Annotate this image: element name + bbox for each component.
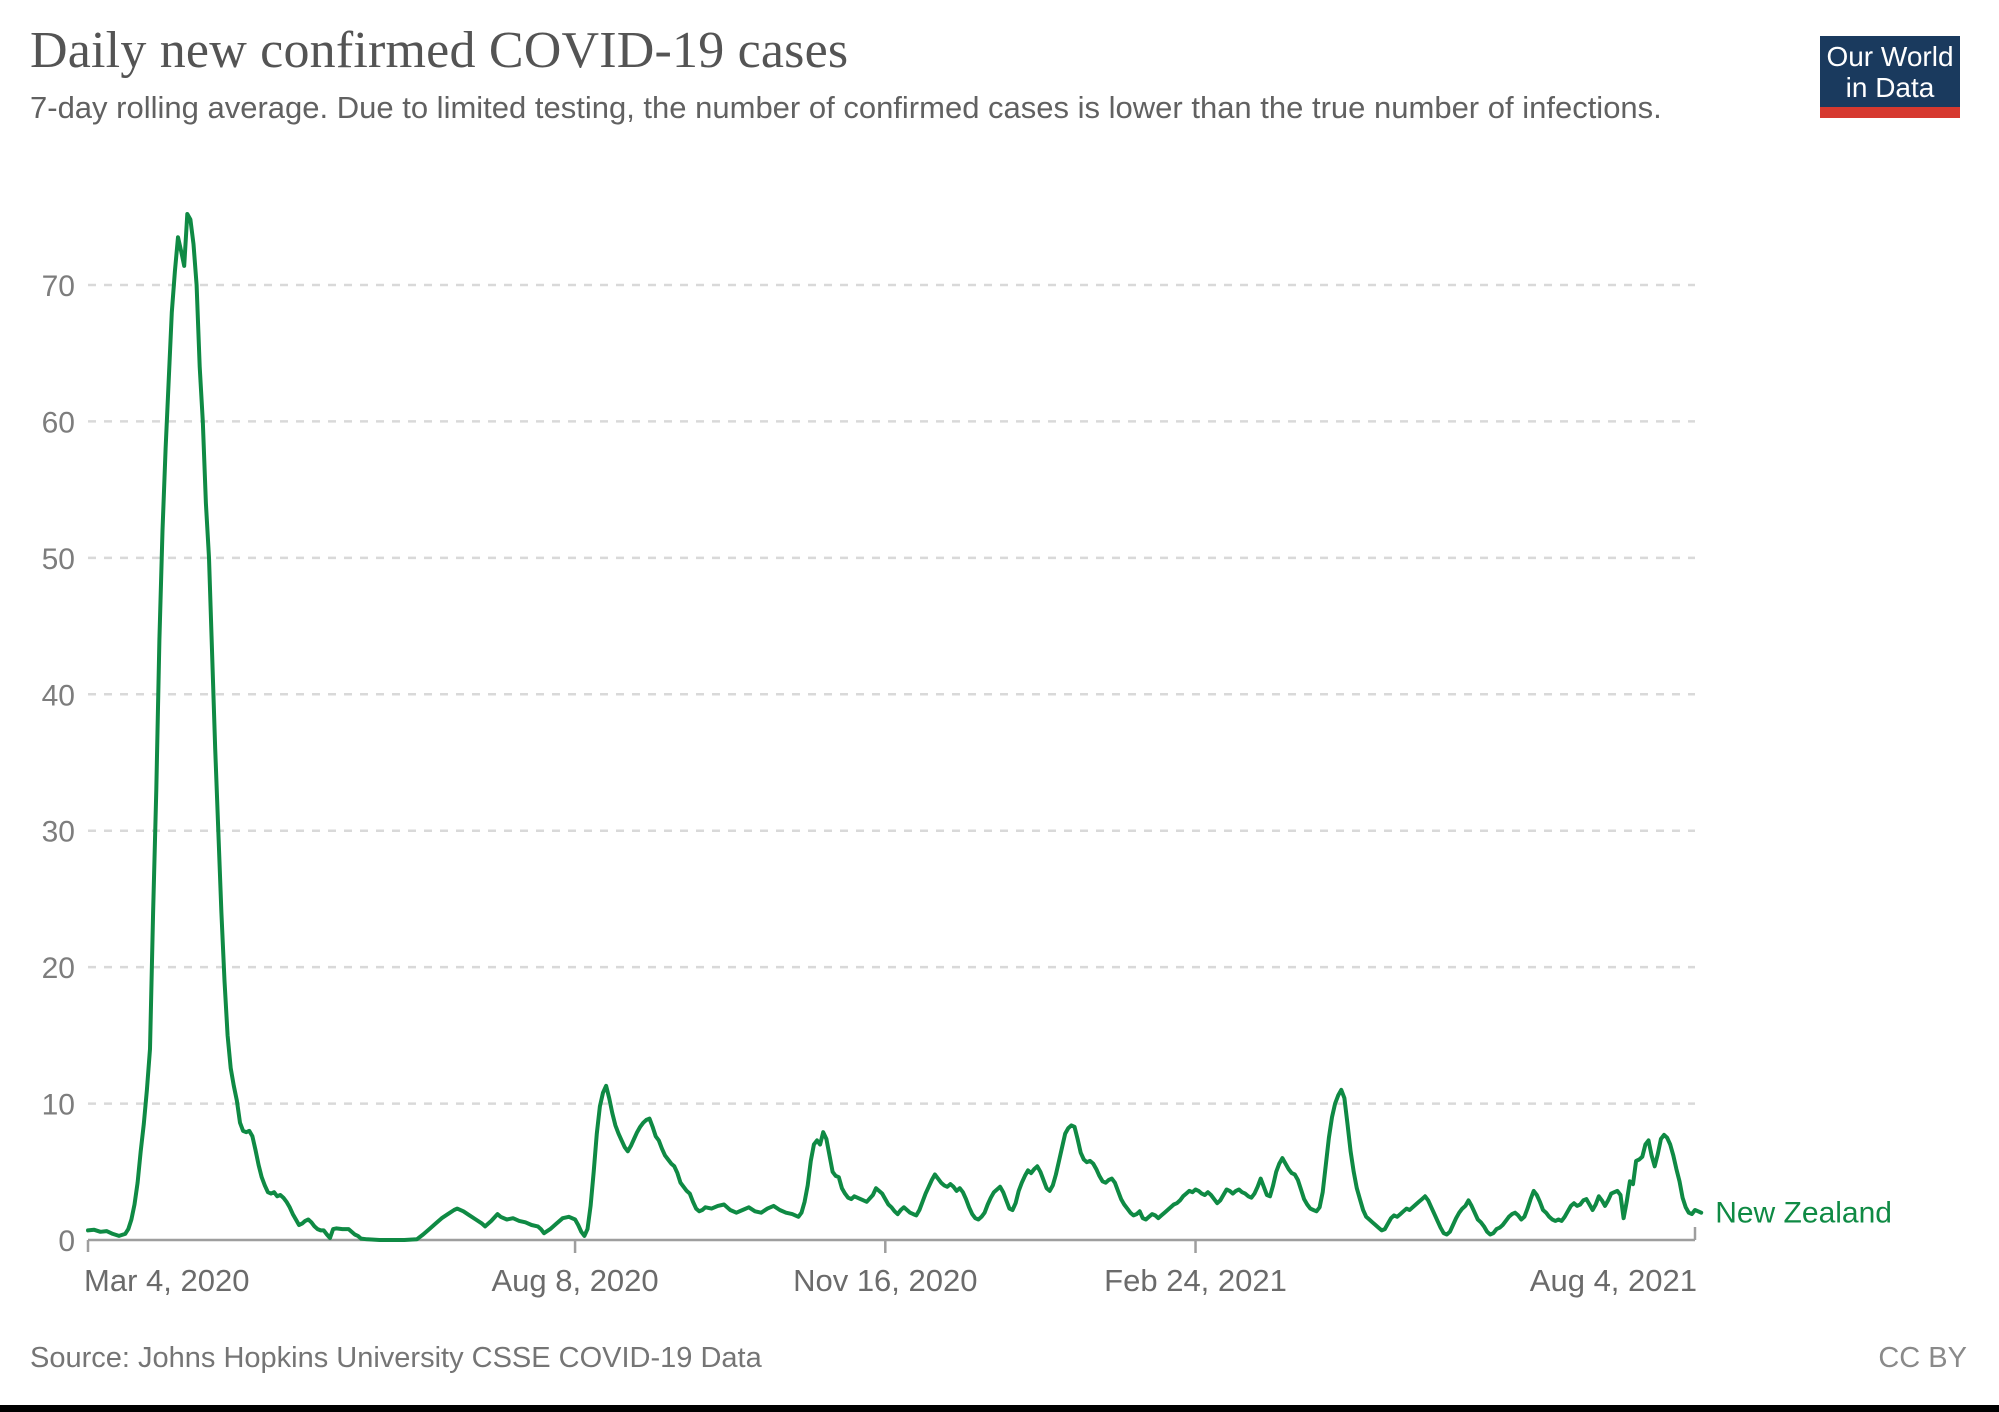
y-axis-label-0: 0 <box>58 1225 75 1258</box>
x-axis-label-4: Aug 4, 2021 <box>1530 1263 1697 1298</box>
page-title: Daily new confirmed COVID-19 cases <box>30 22 849 79</box>
source-text: Source: Johns Hopkins University CSSE CO… <box>30 1342 762 1374</box>
series-line-new-zealand <box>86 212 1704 1242</box>
x-axis-label-2: Nov 16, 2020 <box>793 1263 977 1298</box>
owid-logo: Our World in Data <box>1820 36 1960 118</box>
y-axis-label-30: 30 <box>42 816 75 849</box>
x-axis-label-3: Feb 24, 2021 <box>1104 1263 1287 1298</box>
x-axis-label-1: Aug 8, 2020 <box>491 1263 658 1298</box>
y-axis-label-70: 70 <box>42 270 75 303</box>
owid-logo-line1: Our World <box>1826 40 1954 72</box>
y-axis-label-10: 10 <box>42 1089 75 1122</box>
bottom-black-bar <box>0 1405 1999 1412</box>
owid-logo-line2: in Data <box>1845 71 1935 103</box>
y-axis-label-20: 20 <box>42 952 75 985</box>
page-subtitle: 7-day rolling average. Due to limited te… <box>30 90 1662 125</box>
owid-logo-box: Our World in Data <box>1820 36 1960 107</box>
y-axis-label-50: 50 <box>42 543 75 576</box>
x-axis-label-0: Mar 4, 2020 <box>84 1263 249 1298</box>
y-axis-label-60: 60 <box>42 406 75 439</box>
owid-logo-red-bar <box>1820 107 1960 118</box>
license-text: CC BY <box>1878 1342 1967 1374</box>
series-label-new-zealand: New Zealand <box>1715 1197 1892 1230</box>
y-axis-label-40: 40 <box>42 679 75 712</box>
